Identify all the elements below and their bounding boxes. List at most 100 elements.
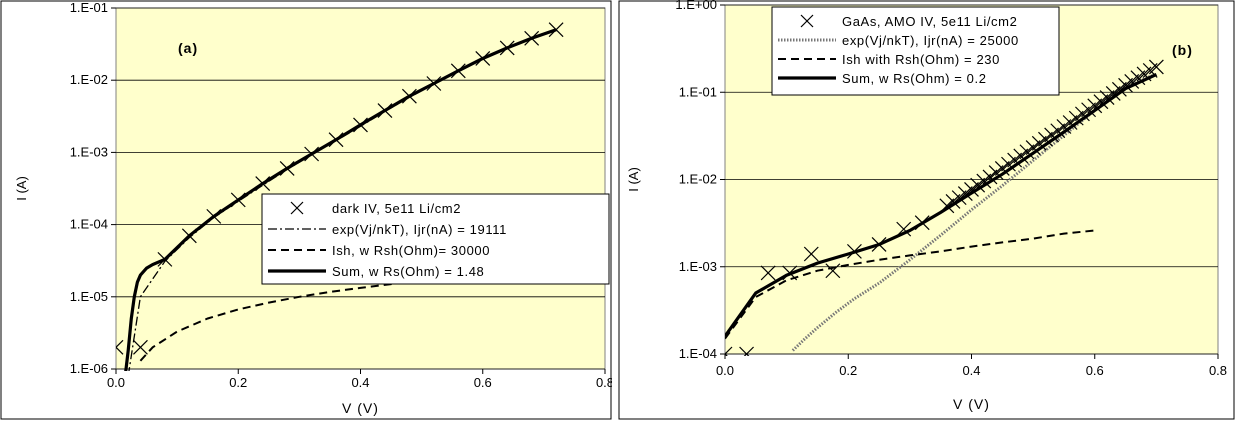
chart-b-series-0-point-stroke [970, 177, 986, 193]
chart-a-series-0-point [279, 160, 295, 176]
chart-b-x-tick-label: 0.2 [839, 363, 857, 378]
chart-a-series-0-point [230, 192, 246, 208]
chart-a-x-tick-label: 0.2 [229, 375, 247, 390]
chart-b-series-0-point-stroke [988, 165, 1004, 181]
chart-a-series-0-point-stroke [255, 176, 271, 192]
chart-b-series-0-point-stroke [964, 181, 979, 197]
chart-b-series-0-point [988, 165, 1004, 181]
chart-b-series-0-point [725, 346, 733, 356]
chart-panel-b: 1.E-04 1.E-03 1.E-02 1.E-01 1.E+00 0.0 0.2 0.4 0… [618, 0, 1235, 420]
chart-a-series-0-point [548, 22, 564, 38]
chart-a-series-0-point [133, 339, 148, 355]
chart-b-x-tick-label: 0.4 [962, 363, 980, 378]
chart-b-series-0-point-stroke [1031, 135, 1047, 151]
chart-b-legend: GaAs, AMO IV, 5e11 Li/cm2 exp(Vj/nkT), Ij… [771, 6, 1060, 96]
chart-a-legend-label: exp(Vj/nkT), Ijr(nA) = 19111 [332, 222, 507, 237]
chart-a-series-0-point-stroke [133, 339, 148, 355]
chart-a-series-group [116, 22, 564, 371]
chart-b-series-0-point-stroke [846, 243, 862, 259]
chart-b-series-0-point [803, 246, 819, 262]
chart-b-series-0-point-stroke [1007, 152, 1023, 168]
chart-a-plot-area [115, 7, 606, 370]
chart-a-series-0-point [450, 63, 466, 79]
chart-b-series-0-point-stroke [1013, 148, 1029, 164]
chart-a-panel-label: (a) [178, 40, 198, 56]
chart-b-series-0-point [951, 190, 967, 206]
chart-a-series-0-point [499, 40, 515, 56]
chart-a-series-0-point-stroke [116, 346, 124, 355]
chart-a-series-0-point [116, 339, 124, 355]
chart-b-series-0-point [1148, 59, 1164, 75]
chart-a-series-0-point [328, 132, 344, 148]
chart-a-series-0-point-stroke [206, 208, 222, 224]
chart-b-series-0-point-stroke [725, 346, 733, 355]
chart-a-series-0-point [524, 30, 540, 46]
chart-a-series-0-point [377, 103, 393, 118]
chart-b-series-0-point [1025, 140, 1041, 156]
chart-b-y-tick-label: 1.E-03 [679, 259, 717, 274]
chart-a-x-tick-label: 0.6 [474, 375, 492, 390]
chart-a-series-0-point [181, 228, 197, 244]
chart-a-series-0-point-stroke [450, 63, 466, 79]
chart-b-series-0-point [896, 221, 912, 237]
chart-a-legend-label: Sum, w Rs(Ohm) = 1.48 [332, 264, 484, 279]
chart-b-series-0-point [976, 173, 992, 189]
chart-b-y-tick-label: 1.E-01 [679, 84, 717, 99]
chart-a-series-0-point-stroke [548, 22, 564, 38]
chart-b-series-0-point [982, 169, 998, 185]
chart-b-series-0-point-stroke [760, 265, 776, 281]
chart-b-series-0-point [1062, 115, 1078, 130]
chart-b-series-0-point-stroke [1025, 140, 1041, 156]
chart-a-x-tick-label: 0.4 [351, 375, 369, 390]
chart-a-series-0-point-stroke [328, 132, 344, 148]
chart-b-series-0-point-stroke [1148, 59, 1164, 75]
chart-b-series-0-point-stroke [1068, 110, 1084, 126]
chart-b-series-0-point [782, 265, 798, 281]
chart-a-series-2-line [139, 279, 422, 362]
chart-b-series-0-point-stroke [743, 346, 754, 356]
chart-b-x-tick-label: 0.0 [716, 363, 734, 378]
chart-a-series-0-point-stroke [475, 51, 491, 66]
chart-b-x-tick-label: 0.6 [1086, 363, 1104, 378]
chart-a-y-tick-label: 1.E-03 [70, 144, 108, 159]
chart-b-series-0-point [939, 198, 955, 214]
chart-a-series-0-point-stroke [279, 160, 295, 176]
chart-a-y-tick-label: 1.E-04 [70, 217, 108, 232]
chart-a-x-tick-label: 0.0 [107, 375, 125, 390]
chart-b-series-0-point [1068, 110, 1084, 126]
chart-b-series-0-point [1093, 94, 1109, 110]
chart-b-series-0-point [846, 243, 862, 259]
chart-a-series-0-point-stroke [377, 103, 393, 118]
chart-b-series-0-point-stroke [951, 190, 967, 206]
chart-a-y-tick-label: 1.E-06 [70, 361, 108, 376]
chart-a-series-0-point-stroke [116, 339, 124, 349]
chart-b-series-0-point-stroke [982, 169, 998, 185]
chart-b-series-0-point-stroke [1038, 131, 1053, 147]
chart-b-series-0-point [994, 160, 1010, 176]
chart-a-series-0-point-stroke [524, 30, 540, 46]
chart-b-legend-label: GaAs, AMO IV, 5e11 Li/cm2 [842, 14, 1017, 29]
chart-b-series-0-point [1019, 144, 1035, 160]
chart-b-y-tick-label: 1.E+00 [675, 0, 717, 12]
chart-b-series-0-point [1105, 85, 1121, 101]
chart-b-svg: 1.E-04 1.E-03 1.E-02 1.E-01 1.E+00 0.0 0.2 0.4 0… [618, 0, 1235, 420]
chart-b-series-2-line [725, 229, 1095, 340]
chart-b-series-0-point-stroke [1099, 90, 1115, 105]
chart-b-series-0-point [1087, 98, 1103, 114]
chart-b-series-0-point-stroke [976, 173, 992, 189]
chart-a-series-0-point [157, 251, 173, 267]
chart-a-svg: 1.E-06 1.E-05 1.E-04 1.E-03 1.E-02 1.E-01 0.0 0… [0, 0, 614, 420]
chart-b-series-0-point-stroke [1001, 156, 1016, 172]
chart-a-x-axis-title: V (V) [342, 400, 379, 416]
chart-b-series-0-point-stroke [994, 160, 1010, 176]
chart-b-legend-label: exp(Vj/nkT), Ijr(nA) = 25000 [842, 33, 1019, 48]
chart-b-y-tick-label: 1.E-02 [679, 172, 717, 187]
chart-b-series-0-point-stroke [914, 215, 930, 231]
chart-b-series-0-point [1001, 156, 1016, 172]
chart-a-series-0-point-stroke [157, 251, 173, 267]
chart-a-legend: dark IV, 5e11 Li/cm2 exp(Vj/nkT), Ijr(nA)… [261, 193, 610, 285]
chart-b-series-0-point [1075, 106, 1090, 122]
chart-b-series-0-point [739, 346, 754, 356]
chart-b-legend-label: Ish with Rsh(Ohm) = 230 [842, 52, 1000, 67]
chart-a-series-0-point [255, 176, 271, 192]
